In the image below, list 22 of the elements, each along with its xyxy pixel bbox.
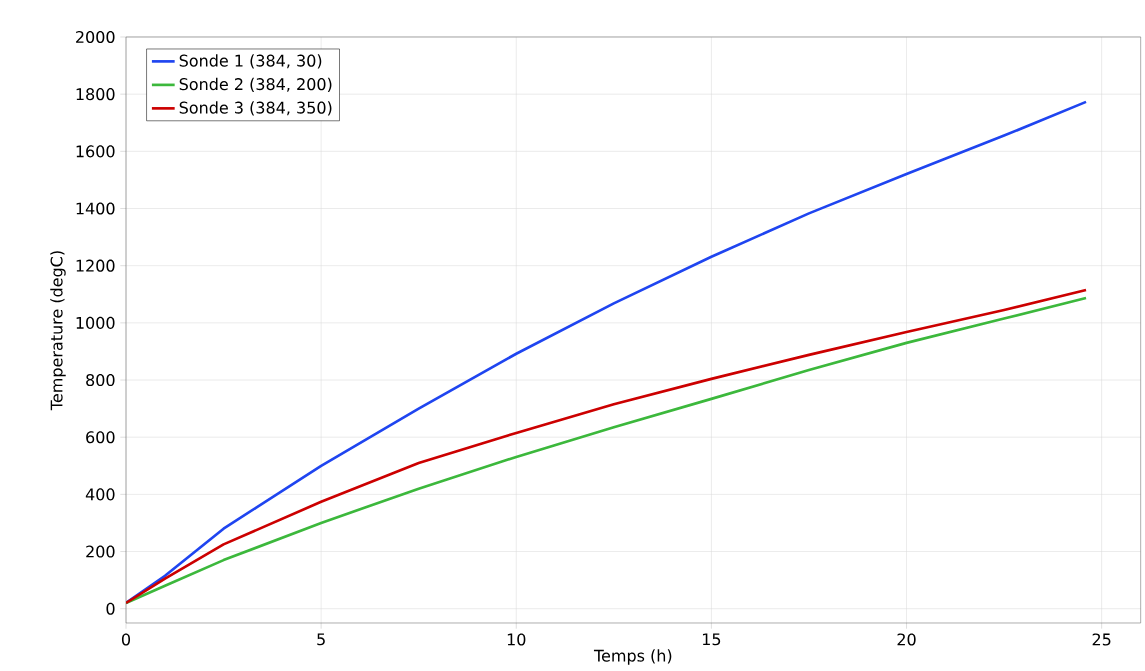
y-tick-label: 200 <box>86 545 115 558</box>
x-tick-label: 20 <box>897 633 916 646</box>
y-tick-label: 1800 <box>76 88 115 101</box>
legend-label: Sonde 3 (384, 350) <box>179 101 332 116</box>
y-tick-label: 1400 <box>76 202 115 215</box>
y-tick-label: 600 <box>86 431 115 444</box>
y-tick-label: 2000 <box>76 30 115 44</box>
legend-label: Sonde 1 (384, 30) <box>179 54 322 69</box>
x-tick-label: 0 <box>121 633 131 646</box>
y-tick-label: 1000 <box>76 316 115 329</box>
y-tick-label: 0 <box>106 602 115 615</box>
x-tick-label: 15 <box>702 633 721 646</box>
x-tick-label: 10 <box>507 633 526 646</box>
legend-label: Sonde 2 (384, 200) <box>179 77 332 93</box>
x-tick-label: 5 <box>317 633 325 646</box>
y-tick-label: 1200 <box>76 259 115 272</box>
y-tick-label: 400 <box>85 488 115 501</box>
y-tick-label: 1600 <box>76 145 115 158</box>
x-axis-title: Temps (h) <box>593 649 672 665</box>
y-axis-title: Temperature (degC) <box>50 251 66 411</box>
y-tick-label: 800 <box>86 373 115 387</box>
x-tick-label: 25 <box>1092 633 1111 646</box>
